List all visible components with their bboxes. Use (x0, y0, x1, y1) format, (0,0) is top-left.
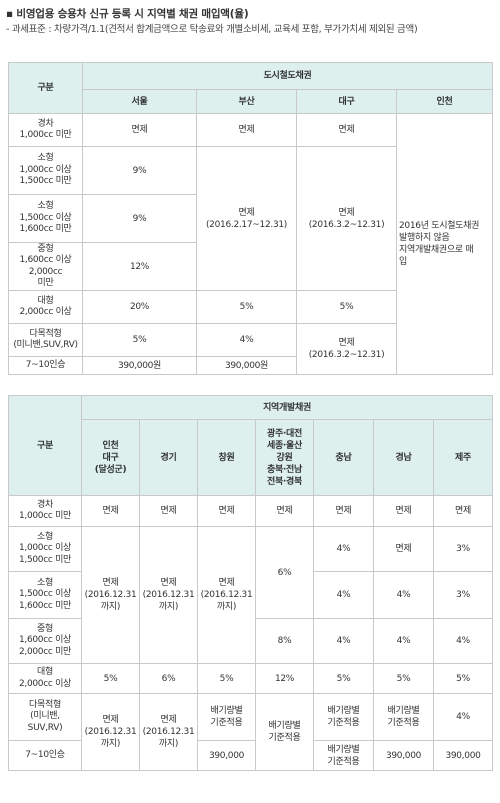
gyeonggi-exempt-cell: 면제 (2016.12.31 까지) (139, 693, 198, 771)
regional-development-bond-table: 구분 지역개발채권 인천 대구 (달성군) 경기 창원 광주·대전 세종·울산 … (8, 395, 494, 771)
multi-region-small-cell: 6% (255, 526, 314, 619)
value-cell: 면제 (196, 113, 297, 147)
region-header-seoul: 서울 (82, 89, 197, 114)
regional-development-bond-header: 지역개발채권 (80, 395, 494, 420)
region-header-gyeonggi: 경기 (139, 419, 198, 496)
value-cell: 배기량별 기준적용 (373, 693, 434, 741)
category-cell: 7~10인승 (8, 356, 83, 375)
page-title: ▪ 비영업용 승용차 신규 등록 시 지역별 채권 매입액(율) (6, 8, 249, 20)
value-cell: 4% (313, 618, 374, 664)
incheon-exempt-cell: 면제 (2016.12.31 까지) (81, 526, 140, 664)
gyeonggi-exempt-cell: 면제 (2016.12.31 까지) (139, 526, 198, 664)
category-cell: 중형 1,600cc 이상2,000cc 미만 (8, 242, 83, 291)
value-cell: 5% (373, 663, 434, 694)
value-cell: 390,000원 (196, 356, 297, 375)
region-header-jeju: 제주 (432, 419, 494, 496)
region-header-chungnam: 충남 (313, 419, 374, 496)
category-cell: 대형 2,000cc 이상 (8, 290, 83, 324)
region-header-changwon: 창원 (197, 419, 256, 496)
category-cell: 소형 1,000cc 이상 1,500cc 미만 (8, 146, 83, 195)
value-cell: 390,000 (373, 740, 434, 771)
value-cell: 면제 (197, 495, 256, 527)
category-cell: 다목적형 (미니밴, SUV,RV) (8, 693, 82, 741)
value-cell: 4% (313, 526, 374, 572)
multi-region-mid-cell: 8% (255, 618, 314, 664)
category-cell: 다목적형 (미니밴,SUV,RV) (8, 323, 83, 357)
value-cell: 5% (313, 663, 374, 694)
daegu-exempt-cell: 면제 (2016.3.2~12.31) (296, 146, 397, 291)
value-cell: 9% (82, 146, 197, 195)
region-header-gyeongnam: 경남 (373, 419, 434, 496)
value-cell: 12% (255, 663, 314, 694)
category-cell: 소형 1,500cc 이상 1,600cc 미만 (8, 194, 83, 243)
urban-railway-bond-table: 구분 도시철도채권 서울 부산 대구 인천 경차 1,000cc 미만 면제 면… (8, 62, 494, 375)
value-cell: 면제 (432, 495, 494, 527)
value-cell: 4% (373, 571, 434, 619)
value-cell: 4% (196, 323, 297, 357)
value-cell: 20% (82, 290, 197, 324)
value-cell: 390,000 (197, 740, 256, 771)
tax-base-note: - 과세표준 : 차량가격/1.1(견적서 합계금액으로 탁송료와 개별소비세,… (6, 24, 418, 35)
value-cell: 4% (432, 693, 494, 741)
value-cell: 4% (313, 571, 374, 619)
value-cell: 면제 (373, 495, 434, 527)
category-cell: 소형 1,000cc 이상 1,500cc 미만 (8, 526, 82, 572)
value-cell: 배기량별 기준적용 (313, 693, 374, 741)
category-cell: 경차 1,000cc 미만 (8, 495, 82, 527)
value-cell: 면제 (255, 495, 314, 527)
value-cell: 배기량별 기준적용 (197, 693, 256, 741)
value-cell: 배기량별 기준적용 (313, 740, 374, 771)
value-cell: 면제 (373, 526, 434, 572)
region-header-busan: 부산 (196, 89, 297, 114)
busan-exempt-cell: 면제 (2016.2.17~12.31) (196, 146, 297, 291)
value-cell: 3% (432, 526, 494, 572)
value-cell: 면제 (296, 113, 397, 147)
value-cell: 면제 (81, 495, 140, 527)
region-header-incheon: 인천 (395, 89, 494, 114)
value-cell: 4% (373, 618, 434, 664)
value-cell: 면제 (82, 113, 197, 147)
value-cell: 3% (432, 571, 494, 619)
region-header-multi: 광주·대전 세종·울산 강원 충북·전남 전북·경북 (255, 419, 314, 496)
value-cell: 면제 (139, 495, 198, 527)
value-cell: 5% (196, 290, 297, 324)
value-cell: 6% (139, 663, 198, 694)
value-cell: 12% (82, 242, 197, 291)
value-cell: 390,000원 (82, 356, 197, 375)
changwon-exempt-cell: 면제 (2016.12.31 까지) (197, 526, 256, 664)
category-cell: 소형 1,500cc 이상 1,600cc 미만 (8, 571, 82, 619)
value-cell: 면제 (313, 495, 374, 527)
value-cell: 5% (81, 663, 140, 694)
value-cell: 5% (296, 290, 397, 324)
value-cell: 9% (82, 194, 197, 243)
value-cell: 5% (82, 323, 197, 357)
value-cell: 390,000 (432, 740, 494, 771)
incheon-exempt-cell: 면제 (2016.12.31 까지) (81, 693, 140, 771)
urban-railway-bond-header: 도시철도채권 (81, 62, 494, 90)
category-cell: 중형 1,600cc 이상 2,000cc 미만 (8, 618, 82, 664)
region-header-incheon-daegu: 인천 대구 (달성군) (81, 419, 140, 496)
value-cell: 4% (432, 618, 494, 664)
incheon-note-cell: 2016년 도시철도채권 발행하지 않음 지역개발채권으로 매 입 (395, 113, 494, 375)
multi-region-mpv-cell: 배기량별 기준적용 (255, 693, 314, 771)
category-cell: 경차 1,000cc 미만 (8, 113, 83, 147)
value-cell: 5% (197, 663, 256, 694)
category-header: 구분 (8, 395, 82, 496)
category-cell: 7~10인승 (8, 740, 82, 771)
value-cell: 5% (432, 663, 494, 694)
category-header: 구분 (8, 62, 83, 114)
region-header-daegu: 대구 (296, 89, 397, 114)
daegu-exempt-cell: 면제 (2016.3.2~12.31) (296, 323, 397, 375)
category-cell: 대형 2,000cc 이상 (8, 663, 82, 694)
